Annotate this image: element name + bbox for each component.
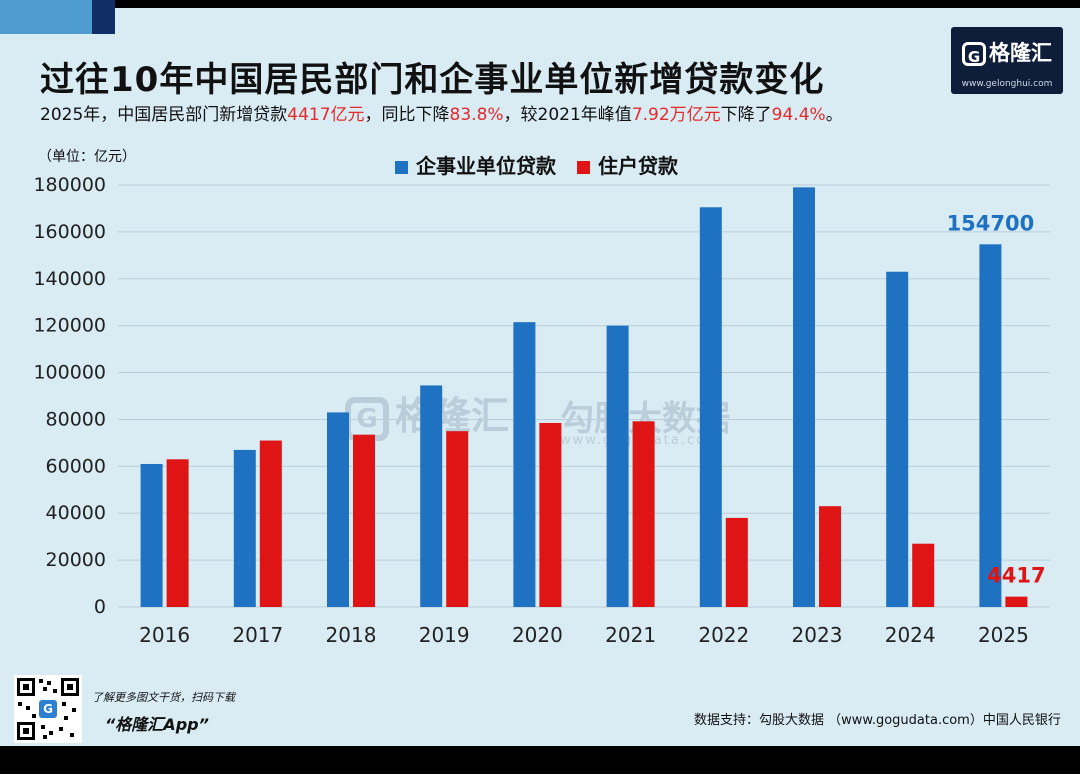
subtitle-text: 。 xyxy=(825,105,843,125)
legend-item-enterprise: 企事业单位贷款 xyxy=(395,150,556,179)
subtitle-text: 2025年，中国居民部门新增贷款 xyxy=(40,105,288,125)
bar-enterprise xyxy=(327,412,349,607)
bar-enterprise xyxy=(606,325,629,607)
bar-household xyxy=(259,440,282,607)
subtitle-highlight-peak: 7.92万亿元 xyxy=(631,105,721,125)
subtitle-highlight-decline: 94.4% xyxy=(771,105,826,125)
bar-enterprise xyxy=(420,385,443,607)
legend-swatch-enterprise xyxy=(395,161,408,174)
bar-enterprise xyxy=(233,449,256,607)
bar-household xyxy=(353,434,375,607)
bar-household xyxy=(632,421,655,607)
legend-item-household: 住户贷款 xyxy=(576,150,678,179)
subtitle-text: ，较2021年峰值 xyxy=(503,105,632,125)
legend: 企事业单位贷款 住户贷款 xyxy=(395,150,692,179)
y-tick-label: 160000 xyxy=(33,221,106,243)
qr-code[interactable]: G xyxy=(14,675,82,743)
data-label: 154700 xyxy=(947,211,1035,235)
logo-name: 格隆汇 xyxy=(989,41,1052,65)
x-tick-label: 2025 xyxy=(978,623,1029,647)
y-tick-label: 20000 xyxy=(46,549,106,571)
qr-caption: 了解更多图文干货，扫码下载 xyxy=(92,691,235,704)
bar-household xyxy=(446,431,469,607)
brand-logo: G 格隆汇 www.gelonghui.com xyxy=(951,27,1063,94)
bar-household xyxy=(819,506,841,607)
data-source: 数据支持：勾股大数据 （www.gogudata.com）中国人民银行 xyxy=(694,713,1061,728)
chart-subtitle: 2025年，中国居民部门新增贷款4417亿元，同比下降83.8%，较2021年峰… xyxy=(40,100,843,125)
qr-code-pattern-icon xyxy=(17,678,79,740)
y-tick-label: 180000 xyxy=(33,174,106,196)
y-tick-label: 80000 xyxy=(46,408,106,430)
x-tick-label: 2019 xyxy=(419,623,470,647)
y-tick-label: 100000 xyxy=(33,362,106,384)
legend-swatch-household xyxy=(576,161,590,174)
unit-label: （单位：亿元） xyxy=(38,149,136,165)
subtitle-highlight-yoy: 83.8% xyxy=(449,105,504,125)
bar-enterprise xyxy=(793,187,815,607)
bar-household xyxy=(725,517,748,607)
bar-household xyxy=(1005,596,1028,607)
x-tick-label: 2023 xyxy=(792,623,843,647)
x-tick-label: 2018 xyxy=(326,623,377,647)
x-tick-label: 2022 xyxy=(698,623,749,647)
legend-label-enterprise: 企事业单位贷款 xyxy=(416,154,556,178)
y-tick-label: 120000 xyxy=(33,315,106,337)
subtitle-highlight-loan: 4417亿元 xyxy=(287,105,365,125)
logo-g-icon: G xyxy=(962,42,986,66)
watermark-brand: 格隆汇 xyxy=(395,394,510,438)
x-tick-label: 2021 xyxy=(605,623,656,647)
x-tick-label: 2020 xyxy=(512,623,563,647)
y-tick-label: 140000 xyxy=(33,268,106,290)
subtitle-text: 下降了 xyxy=(720,105,772,125)
data-label: 4417 xyxy=(987,564,1045,588)
chart-title: 过往10年中国居民部门和企事业单位新增贷款变化 xyxy=(40,60,825,100)
bar-enterprise xyxy=(513,322,536,607)
bar-enterprise xyxy=(979,244,1002,607)
qr-g-icon: G xyxy=(39,700,57,718)
bar-enterprise xyxy=(886,271,909,607)
legend-label-household: 住户贷款 xyxy=(597,154,678,178)
logo-url: www.gelonghui.com xyxy=(961,79,1053,89)
bar-household xyxy=(912,543,935,607)
x-tick-label: 2016 xyxy=(139,623,190,647)
x-tick-label: 2024 xyxy=(885,623,936,647)
x-tick-label: 2017 xyxy=(232,623,283,647)
bar-enterprise xyxy=(140,463,163,607)
subtitle-text: ，同比下降 xyxy=(364,105,450,125)
bar-household xyxy=(539,422,562,607)
bar-household xyxy=(166,459,189,607)
y-tick-label: 40000 xyxy=(46,502,106,524)
corner-decoration-light xyxy=(0,0,92,34)
y-tick-label: 0 xyxy=(94,596,106,618)
y-tick-label: 60000 xyxy=(46,455,106,477)
app-name: “格隆汇App” xyxy=(105,715,209,734)
bar-enterprise xyxy=(699,207,722,607)
